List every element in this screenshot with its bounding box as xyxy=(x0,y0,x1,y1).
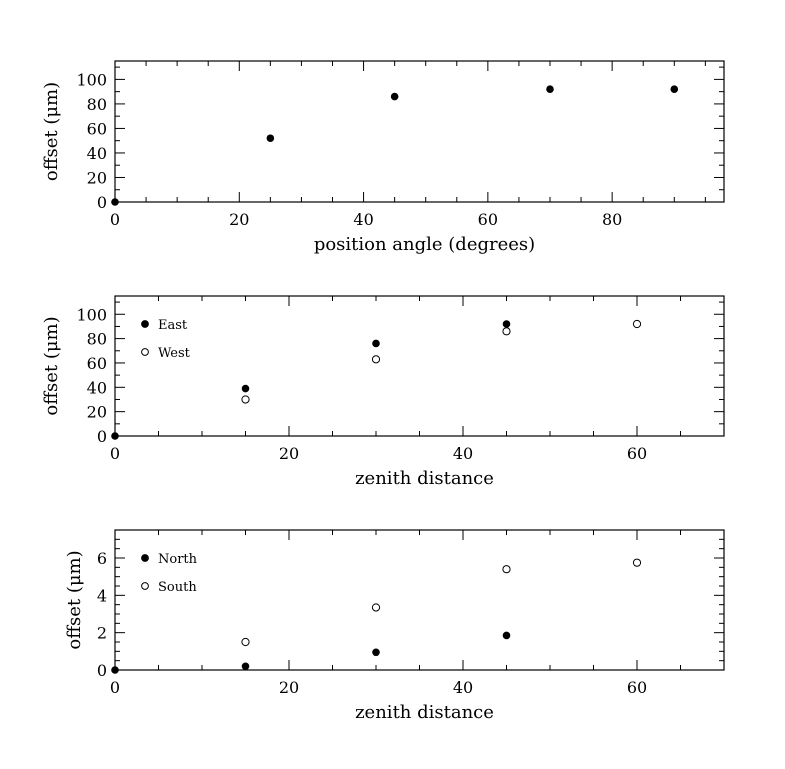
data-point xyxy=(670,85,679,93)
y-axis-label: offset (μm) xyxy=(41,316,62,415)
data-point-east xyxy=(111,432,119,440)
data-point xyxy=(266,134,275,143)
x-tick-label: 20 xyxy=(229,210,249,229)
y-tick-label: 40 xyxy=(87,378,107,397)
data-point-east xyxy=(241,384,250,393)
data-point-north xyxy=(372,648,380,657)
data-point-west xyxy=(371,355,381,364)
legend-marker-north xyxy=(141,554,149,562)
x-tick-label: 20 xyxy=(279,444,299,463)
data-point-south xyxy=(632,558,642,567)
y-tick-label: 20 xyxy=(87,168,107,187)
y-tick-label: 6 xyxy=(97,549,107,568)
legend-label-east: East xyxy=(158,318,188,333)
x-axis-label: zenith distance xyxy=(355,702,494,723)
y-tick-label: 0 xyxy=(97,193,107,212)
data-point xyxy=(546,85,554,93)
y-tick-label: 2 xyxy=(97,624,107,643)
data-point-west xyxy=(632,319,642,329)
y-axis-label: offset (μm) xyxy=(41,82,62,181)
y-tick-label: 80 xyxy=(87,330,107,349)
x-tick-label: 0 xyxy=(110,444,120,463)
x-tick-label: 40 xyxy=(353,210,373,229)
data-point-east xyxy=(372,339,380,348)
x-tick-label: 60 xyxy=(627,678,647,697)
x-tick-label: 0 xyxy=(110,678,120,697)
legend-label-west: West xyxy=(158,346,191,361)
y-axis-label: offset (μm) xyxy=(64,550,85,649)
legend-marker-south xyxy=(141,582,149,590)
data-point-south xyxy=(502,565,511,574)
legend-marker-east xyxy=(141,320,149,328)
plot-frame xyxy=(114,60,725,203)
y-tick-label: 4 xyxy=(97,586,107,605)
data-point-north xyxy=(502,631,511,640)
data-point-north xyxy=(111,666,119,674)
x-tick-label: 0 xyxy=(110,210,120,229)
data-point-west xyxy=(502,327,511,336)
y-tick-label: 60 xyxy=(87,354,107,373)
y-tick-label: 100 xyxy=(76,305,107,324)
chart-panel-3: 0 20 40 60 0 2 4 6 zenith distance offset (μm) Nor… xyxy=(64,529,725,723)
x-axis-label: zenith distance xyxy=(355,468,494,489)
legend-marker-west xyxy=(141,348,149,356)
y-tick-label: 20 xyxy=(87,403,107,422)
x-tick-label: 80 xyxy=(602,210,622,229)
data-point-south xyxy=(241,637,250,647)
x-tick-label: 60 xyxy=(627,444,647,463)
legend-label-south: South xyxy=(158,580,197,595)
y-tick-label: 0 xyxy=(97,661,107,680)
x-tick-label: 60 xyxy=(478,210,498,229)
x-tick-label: 40 xyxy=(453,678,473,697)
plot-frame xyxy=(114,295,725,437)
y-tick-label: 40 xyxy=(87,144,107,163)
x-tick-label: 40 xyxy=(453,444,473,463)
data-point xyxy=(111,198,119,206)
data-point-south xyxy=(371,603,381,612)
data-point-east xyxy=(502,320,511,328)
legend-label-north: North xyxy=(158,552,198,567)
y-tick-label: 100 xyxy=(76,70,107,89)
y-tick-label: 80 xyxy=(87,95,107,114)
data-point xyxy=(390,92,399,101)
data-point-north xyxy=(241,662,250,671)
plot-frame xyxy=(114,529,725,671)
x-tick-label: 20 xyxy=(279,678,299,697)
chart-panel-2: 0 20 40 60 0 20 40 60 80 100 zenith distance offset… xyxy=(41,295,725,489)
data-point-west xyxy=(241,395,250,404)
y-tick-label: 60 xyxy=(87,119,107,138)
y-tick-label: 0 xyxy=(97,427,107,446)
chart-panel-1: 0 20 40 60 80 0 20 40 60 80 100 position angle (deg… xyxy=(41,60,725,255)
x-axis-label: position angle (degrees) xyxy=(314,234,535,255)
